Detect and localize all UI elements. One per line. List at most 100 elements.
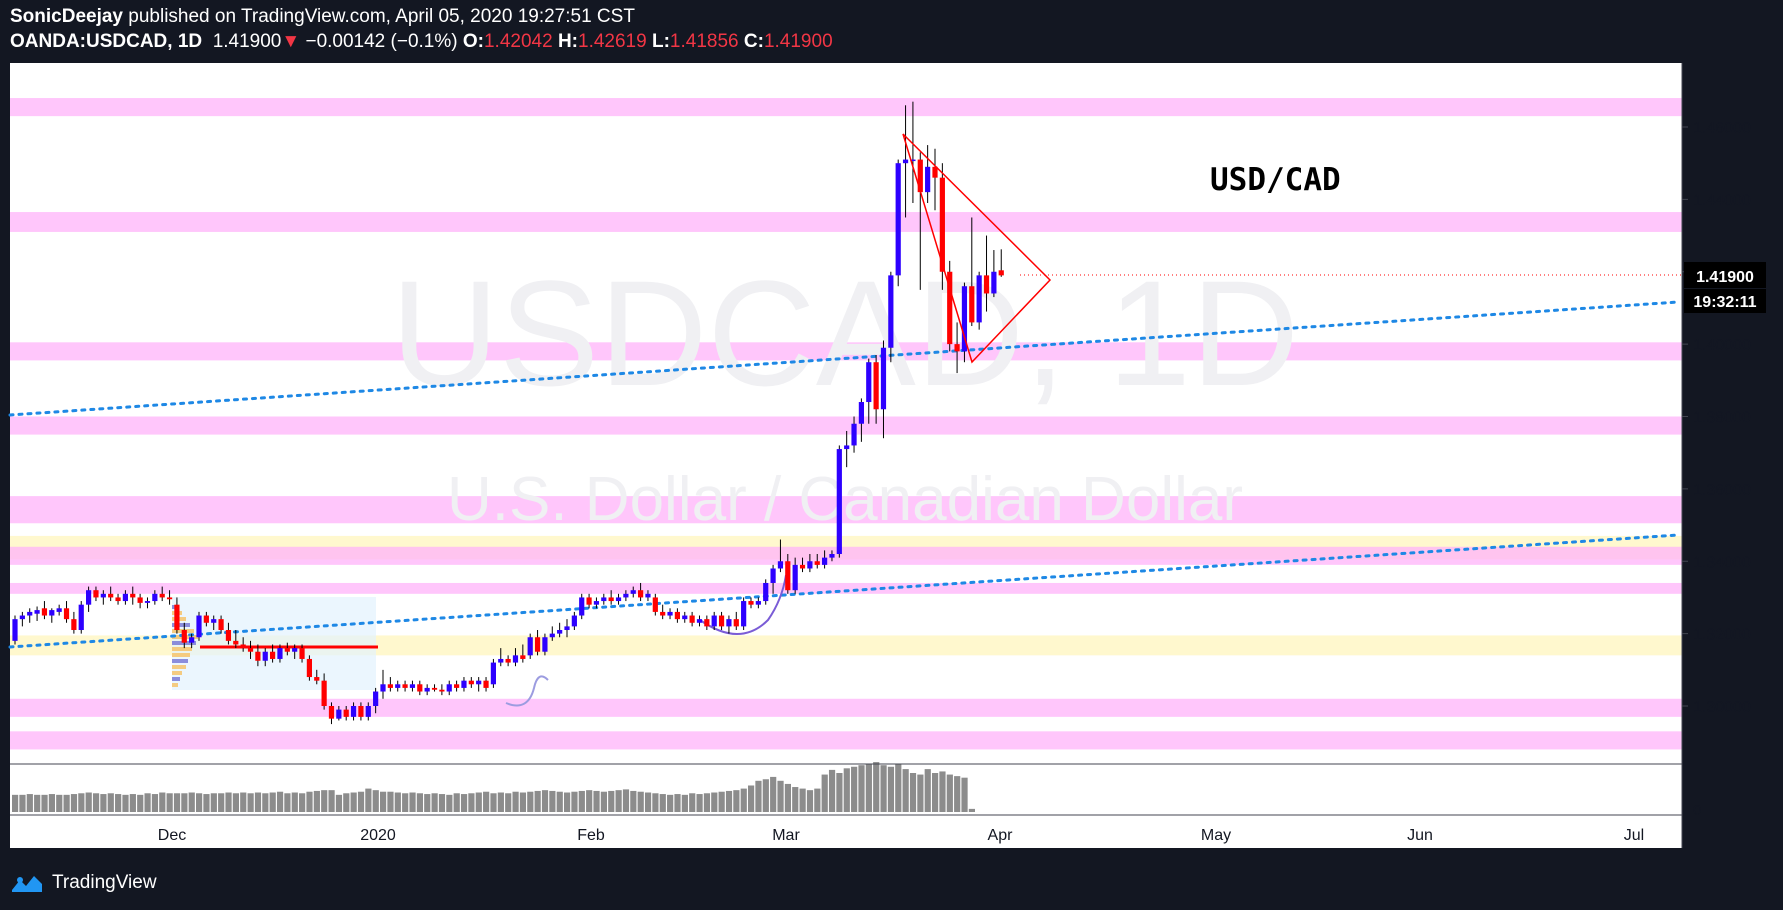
candle xyxy=(976,271,982,330)
volume-bar xyxy=(313,790,320,812)
volume-bar xyxy=(92,793,100,812)
tradingview-logo-icon[interactable] xyxy=(10,872,44,894)
candle xyxy=(71,611,77,634)
candle xyxy=(130,586,136,605)
candle xyxy=(255,644,261,667)
volume-bar xyxy=(70,794,78,812)
candle xyxy=(380,669,386,699)
volume-bar xyxy=(593,790,600,812)
volume-bar xyxy=(608,790,615,812)
candle xyxy=(358,702,364,721)
volume-layer xyxy=(12,762,975,812)
volume-bar xyxy=(924,769,931,812)
volume-bar xyxy=(652,793,659,812)
candle xyxy=(549,626,555,641)
volume-bar xyxy=(254,792,262,812)
volume-bar xyxy=(644,792,652,812)
volume-bar xyxy=(12,794,19,812)
candle xyxy=(137,593,143,609)
profile-bar xyxy=(172,647,192,651)
volume-bar xyxy=(880,765,887,812)
volume-bar xyxy=(946,774,953,812)
candle xyxy=(19,611,25,627)
volume-bar xyxy=(873,762,880,812)
candle xyxy=(292,644,298,659)
candle xyxy=(660,604,666,620)
volume-bar xyxy=(475,792,482,812)
volume-bar xyxy=(895,763,902,812)
volume-bar xyxy=(961,777,968,812)
candle xyxy=(343,706,349,721)
price-tick-label: 1.32000 xyxy=(1693,627,1751,644)
candle xyxy=(586,593,592,609)
watermark-description: U.S. Dollar / Canadian Dollar xyxy=(447,465,1243,534)
candle xyxy=(402,680,408,692)
chart-pane-background xyxy=(10,63,1682,848)
volume-bar xyxy=(335,794,343,812)
volume-bar xyxy=(357,791,365,812)
candle xyxy=(181,622,187,649)
candle xyxy=(512,648,519,667)
volume-bar xyxy=(343,793,350,812)
low-label: L: xyxy=(651,31,670,52)
volume-bar xyxy=(284,793,291,812)
symbol-label: OANDA:USDCAD, 1D xyxy=(10,31,203,52)
price-axis[interactable]: 1.460001.440001.420001.400001.380001.360… xyxy=(1682,120,1751,819)
candle xyxy=(498,648,504,667)
candle xyxy=(925,145,931,203)
volume-bar xyxy=(755,780,762,812)
volume-bar xyxy=(210,793,217,812)
volume-bar xyxy=(821,774,828,812)
symmetrical-triangle xyxy=(902,133,1052,364)
volume-bar xyxy=(137,794,144,812)
volume-bar xyxy=(615,790,622,812)
close-label: C: xyxy=(743,31,764,52)
volume-bar xyxy=(667,794,674,812)
volume-bar xyxy=(26,794,33,812)
candle xyxy=(880,340,887,439)
high-value: 1.42619 xyxy=(578,31,647,52)
ohlc-line: OANDA:USDCAD, 1D 1.41900▼ −0.00142 (−0.1… xyxy=(10,29,833,54)
time-axis[interactable]: Dec 2020 Feb Mar Apr May Jun Jul xyxy=(158,827,1644,844)
candle xyxy=(144,597,151,609)
author-name[interactable]: SonicDeejay xyxy=(10,6,123,27)
candle xyxy=(417,680,423,696)
time-tick-label: May xyxy=(1201,827,1231,844)
candle xyxy=(667,608,673,620)
volume-bar xyxy=(954,776,961,812)
time-tick-label: Mar xyxy=(772,827,800,844)
candle xyxy=(601,593,607,605)
volume-bar xyxy=(424,794,431,812)
candle xyxy=(203,611,209,627)
candle xyxy=(365,702,371,721)
last-price: 1.41900 xyxy=(212,31,282,52)
watermark-symbol: USDCAD, 1D xyxy=(391,249,1300,417)
volume-bar xyxy=(372,790,379,812)
volume-bar xyxy=(269,792,276,812)
tradingview-brand[interactable]: TradingView xyxy=(52,872,157,893)
candle xyxy=(78,601,84,634)
candle xyxy=(240,637,246,652)
candle xyxy=(755,597,761,609)
candle xyxy=(49,608,55,623)
volume-bar xyxy=(41,794,48,812)
candle xyxy=(373,687,379,714)
current-price-badge: 1.41900 19:32:11 xyxy=(1020,262,1766,313)
chart-canvas[interactable]: USDCAD, 1D U.S. Dollar / Canadian Dollar… xyxy=(0,0,1783,866)
volume-bar xyxy=(483,791,490,812)
volume-bar xyxy=(534,790,541,812)
candle xyxy=(829,550,835,562)
profile-bar xyxy=(172,665,186,669)
volume-bar xyxy=(166,793,173,812)
profile-bar xyxy=(172,659,188,663)
volume-bar xyxy=(19,794,26,812)
volume-bar xyxy=(733,790,740,812)
candle xyxy=(63,601,70,623)
volume-bar xyxy=(696,794,703,812)
candle xyxy=(630,586,636,598)
volume-bar xyxy=(792,787,799,812)
candle xyxy=(483,677,489,692)
candle xyxy=(424,684,430,696)
time-tick-label: Jul xyxy=(1624,827,1644,844)
profile-bar xyxy=(172,671,182,675)
